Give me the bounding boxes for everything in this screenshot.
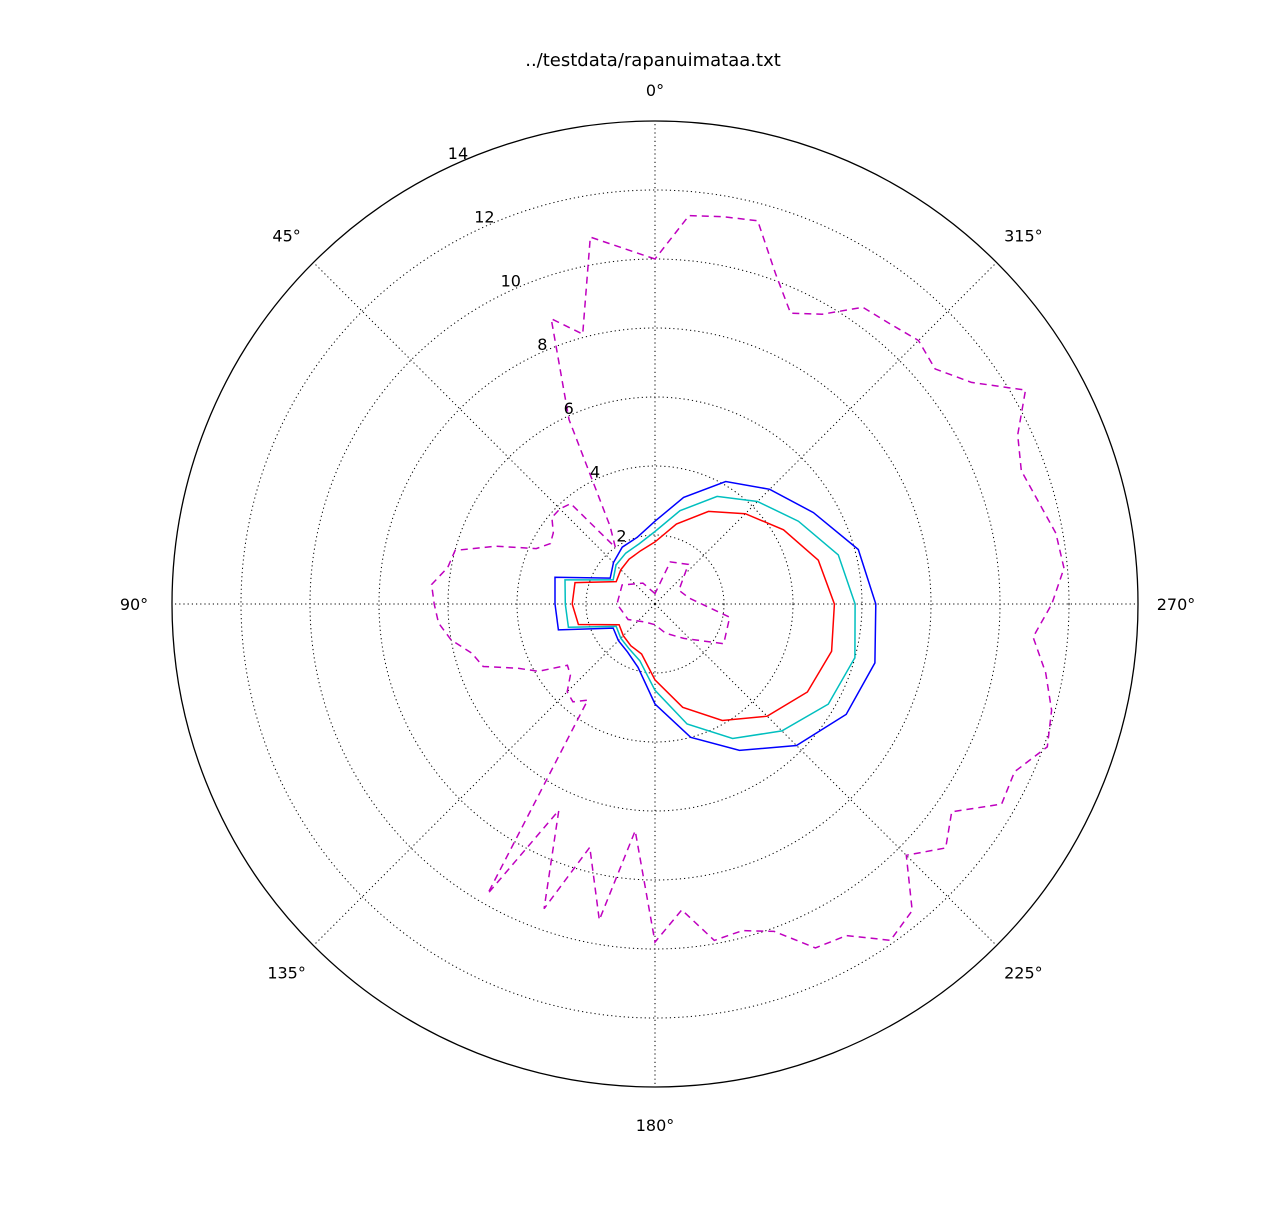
theta-tick-label: 315° xyxy=(1004,227,1043,246)
r-tick-labels: 2 4 6 8 10 12 14 xyxy=(448,144,627,545)
theta-tick-labels: 0° 45° 90° 135° 180° 225° 270° 315° xyxy=(120,81,1195,1135)
chart-title: ../testdata/rapanuimataa.txt xyxy=(525,50,781,71)
r-tick-label: 14 xyxy=(448,144,468,163)
r-tick-label: 2 xyxy=(616,526,626,545)
r-tick-label: 4 xyxy=(590,463,600,482)
theta-tick-label: 270° xyxy=(1157,595,1196,614)
r-tick-label: 8 xyxy=(537,335,547,354)
series-line-3 xyxy=(571,510,836,722)
series-group xyxy=(430,214,1065,949)
r-gridline xyxy=(585,534,725,674)
series-line-5 xyxy=(616,561,731,645)
theta-gridline xyxy=(654,603,997,946)
theta-gridline xyxy=(313,262,656,605)
r-tick-label: 12 xyxy=(474,208,494,227)
r-gridline xyxy=(516,465,794,743)
series-line-4 xyxy=(430,214,1065,949)
series-line-2 xyxy=(564,495,856,740)
theta-gridline xyxy=(313,603,656,946)
theta-tick-label: 225° xyxy=(1004,963,1043,982)
theta-tick-label: 0° xyxy=(646,81,664,100)
theta-tick-label: 135° xyxy=(267,963,306,982)
theta-gridline xyxy=(654,262,997,605)
r-gridline xyxy=(378,327,932,881)
polar-frame xyxy=(171,120,1139,1088)
polar-grid xyxy=(172,121,1138,1087)
series-line-1 xyxy=(554,480,877,752)
theta-tick-label: 180° xyxy=(636,1116,675,1135)
r-tick-label: 10 xyxy=(501,271,521,290)
theta-tick-label: 45° xyxy=(272,227,300,246)
r-tick-label: 6 xyxy=(564,399,574,418)
theta-tick-label: 90° xyxy=(120,595,148,614)
r-gridline xyxy=(240,189,1070,1019)
